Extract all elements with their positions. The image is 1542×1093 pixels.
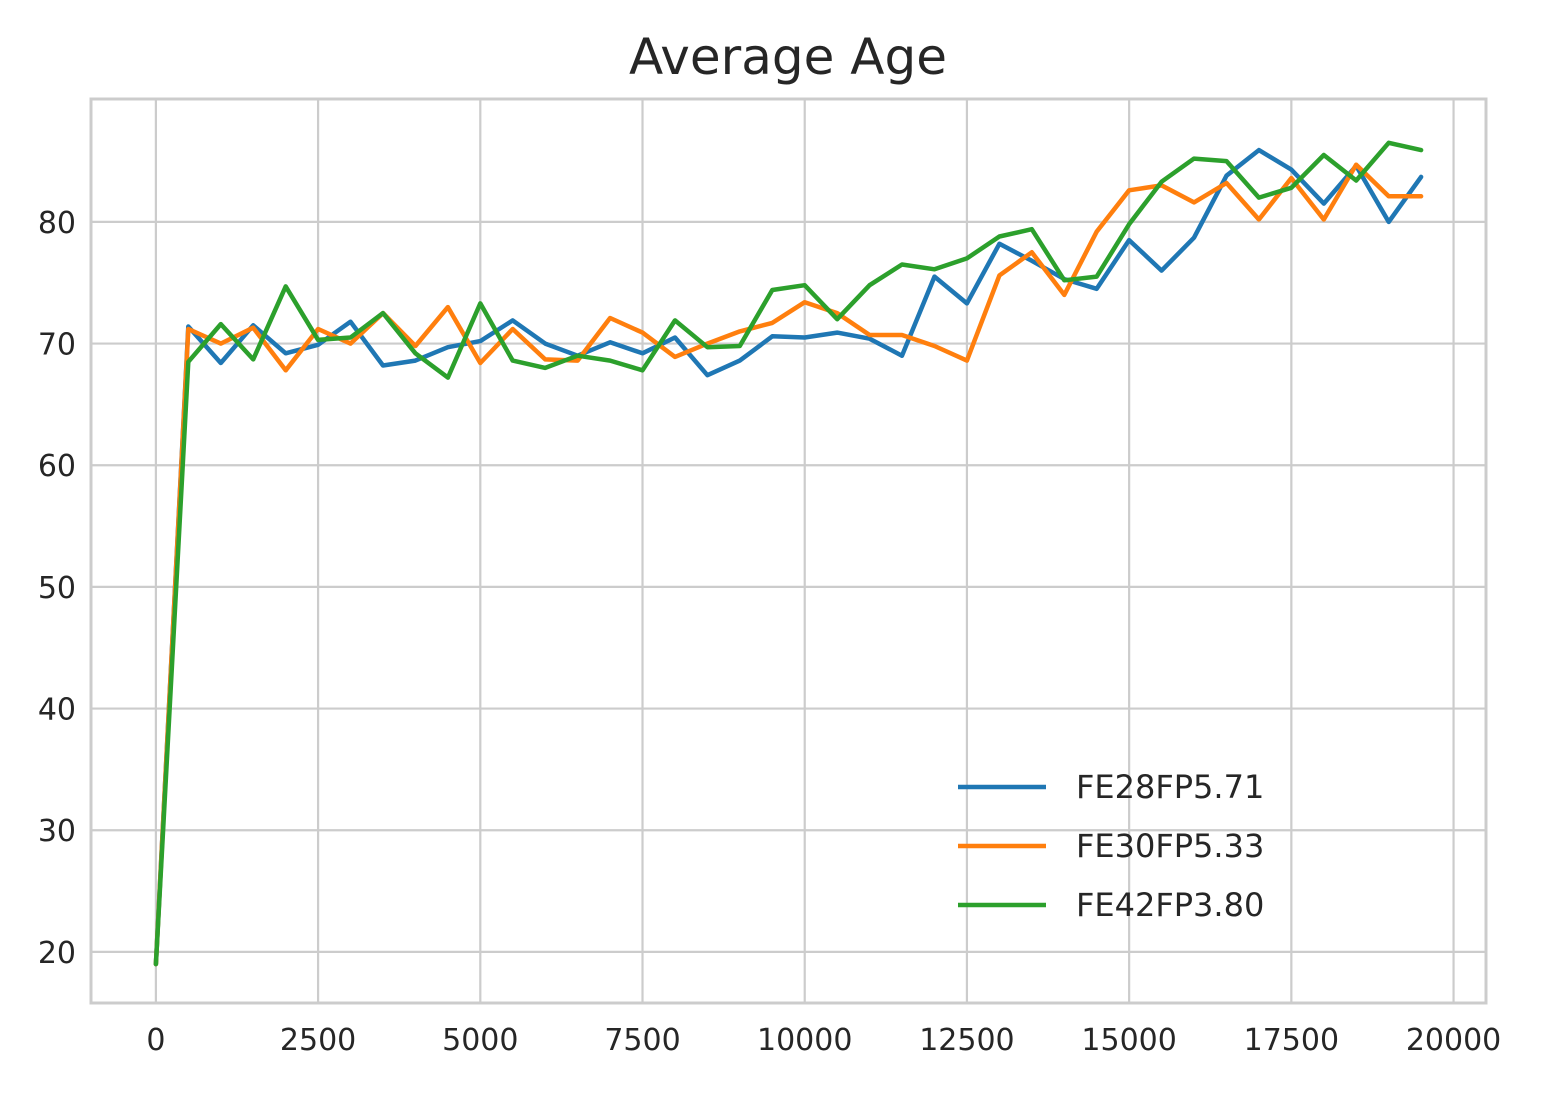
y-tick-label: 80 xyxy=(38,206,76,241)
y-tick-label: 60 xyxy=(38,449,76,484)
x-tick-label: 15000 xyxy=(1081,1023,1176,1058)
series-line-2 xyxy=(153,140,1424,967)
series-line-1 xyxy=(153,162,1424,967)
legend-label-2: FE42FP3.80 xyxy=(1076,886,1264,924)
y-tick-label: 20 xyxy=(38,936,76,971)
x-tick-label: 2500 xyxy=(280,1023,356,1058)
legend-label-0: FE28FP5.71 xyxy=(1076,768,1264,806)
plot-frame xyxy=(89,97,1488,1005)
x-tick-label: 5000 xyxy=(442,1023,518,1058)
y-tick-label: 50 xyxy=(38,571,76,606)
y-tick-label: 70 xyxy=(38,328,76,363)
grid xyxy=(91,99,1486,1003)
chart-title: Average Age xyxy=(629,28,947,86)
x-tick-label: 0 xyxy=(146,1023,165,1058)
legend: FE28FP5.71 FE30FP5.33 FE42FP3.80 xyxy=(958,768,1264,924)
x-axis-ticks: 0 2500 5000 7500 10000 12500 15000 17500 20000 xyxy=(146,1023,1501,1058)
x-tick-label: 20000 xyxy=(1406,1023,1501,1058)
x-tick-label: 10000 xyxy=(757,1023,852,1058)
y-tick-label: 30 xyxy=(38,814,76,849)
legend-label-1: FE30FP5.33 xyxy=(1076,827,1264,865)
series-layer xyxy=(153,140,1424,967)
x-tick-label: 12500 xyxy=(919,1023,1014,1058)
x-tick-label: 7500 xyxy=(604,1023,680,1058)
y-axis-ticks: 20 30 40 50 60 70 80 xyxy=(38,206,76,971)
series-line-0 xyxy=(153,147,1424,967)
y-tick-label: 40 xyxy=(38,693,76,728)
x-tick-label: 17500 xyxy=(1244,1023,1339,1058)
